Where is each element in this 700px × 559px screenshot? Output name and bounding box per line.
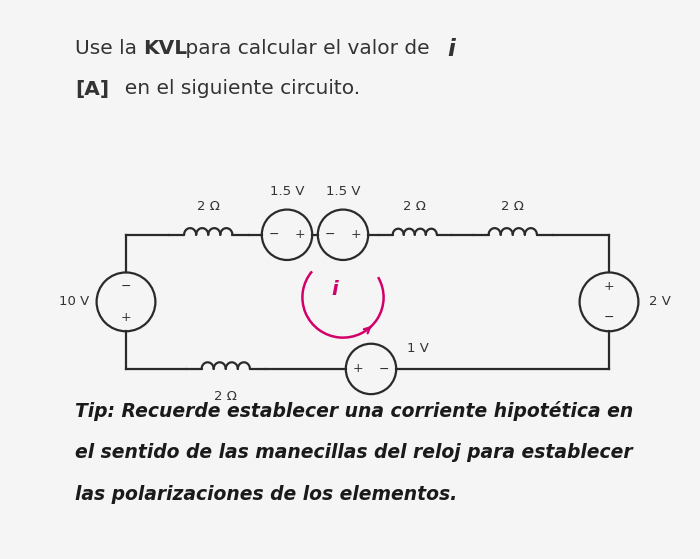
Text: +: + [353, 362, 363, 376]
Text: +: + [603, 280, 615, 293]
Text: 2 V: 2 V [650, 295, 671, 309]
Text: Use la: Use la [75, 40, 144, 59]
Text: 10 V: 10 V [60, 295, 90, 309]
Text: −: − [120, 280, 132, 293]
Text: 1.5 V: 1.5 V [326, 185, 360, 198]
Text: −: − [325, 228, 336, 241]
Text: Tip: Recuerde establecer una corriente hipotética en: Tip: Recuerde establecer una corriente h… [75, 401, 634, 421]
Text: −: − [603, 311, 615, 324]
Text: i: i [447, 37, 455, 60]
Text: +: + [120, 311, 132, 324]
Text: [A]: [A] [75, 79, 109, 98]
Text: −: − [379, 362, 389, 376]
Text: i: i [332, 280, 338, 299]
Text: las polarizaciones de los elementos.: las polarizaciones de los elementos. [75, 486, 457, 505]
Text: 2 Ω: 2 Ω [197, 200, 220, 214]
Text: KVL: KVL [143, 40, 187, 59]
Text: −: − [269, 228, 279, 241]
Text: 2 Ω: 2 Ω [501, 200, 524, 214]
Text: 2 Ω: 2 Ω [403, 200, 426, 214]
Text: +: + [294, 228, 305, 241]
Text: 2 Ω: 2 Ω [214, 390, 237, 404]
Text: +: + [350, 228, 361, 241]
Text: 1.5 V: 1.5 V [270, 185, 304, 198]
Text: 1 V: 1 V [407, 343, 429, 356]
Text: para calcular el valor de: para calcular el valor de [179, 40, 436, 59]
Text: en el siguiente circuito.: en el siguiente circuito. [112, 79, 360, 98]
Text: el sentido de las manecillas del reloj para establecer: el sentido de las manecillas del reloj p… [75, 443, 633, 462]
